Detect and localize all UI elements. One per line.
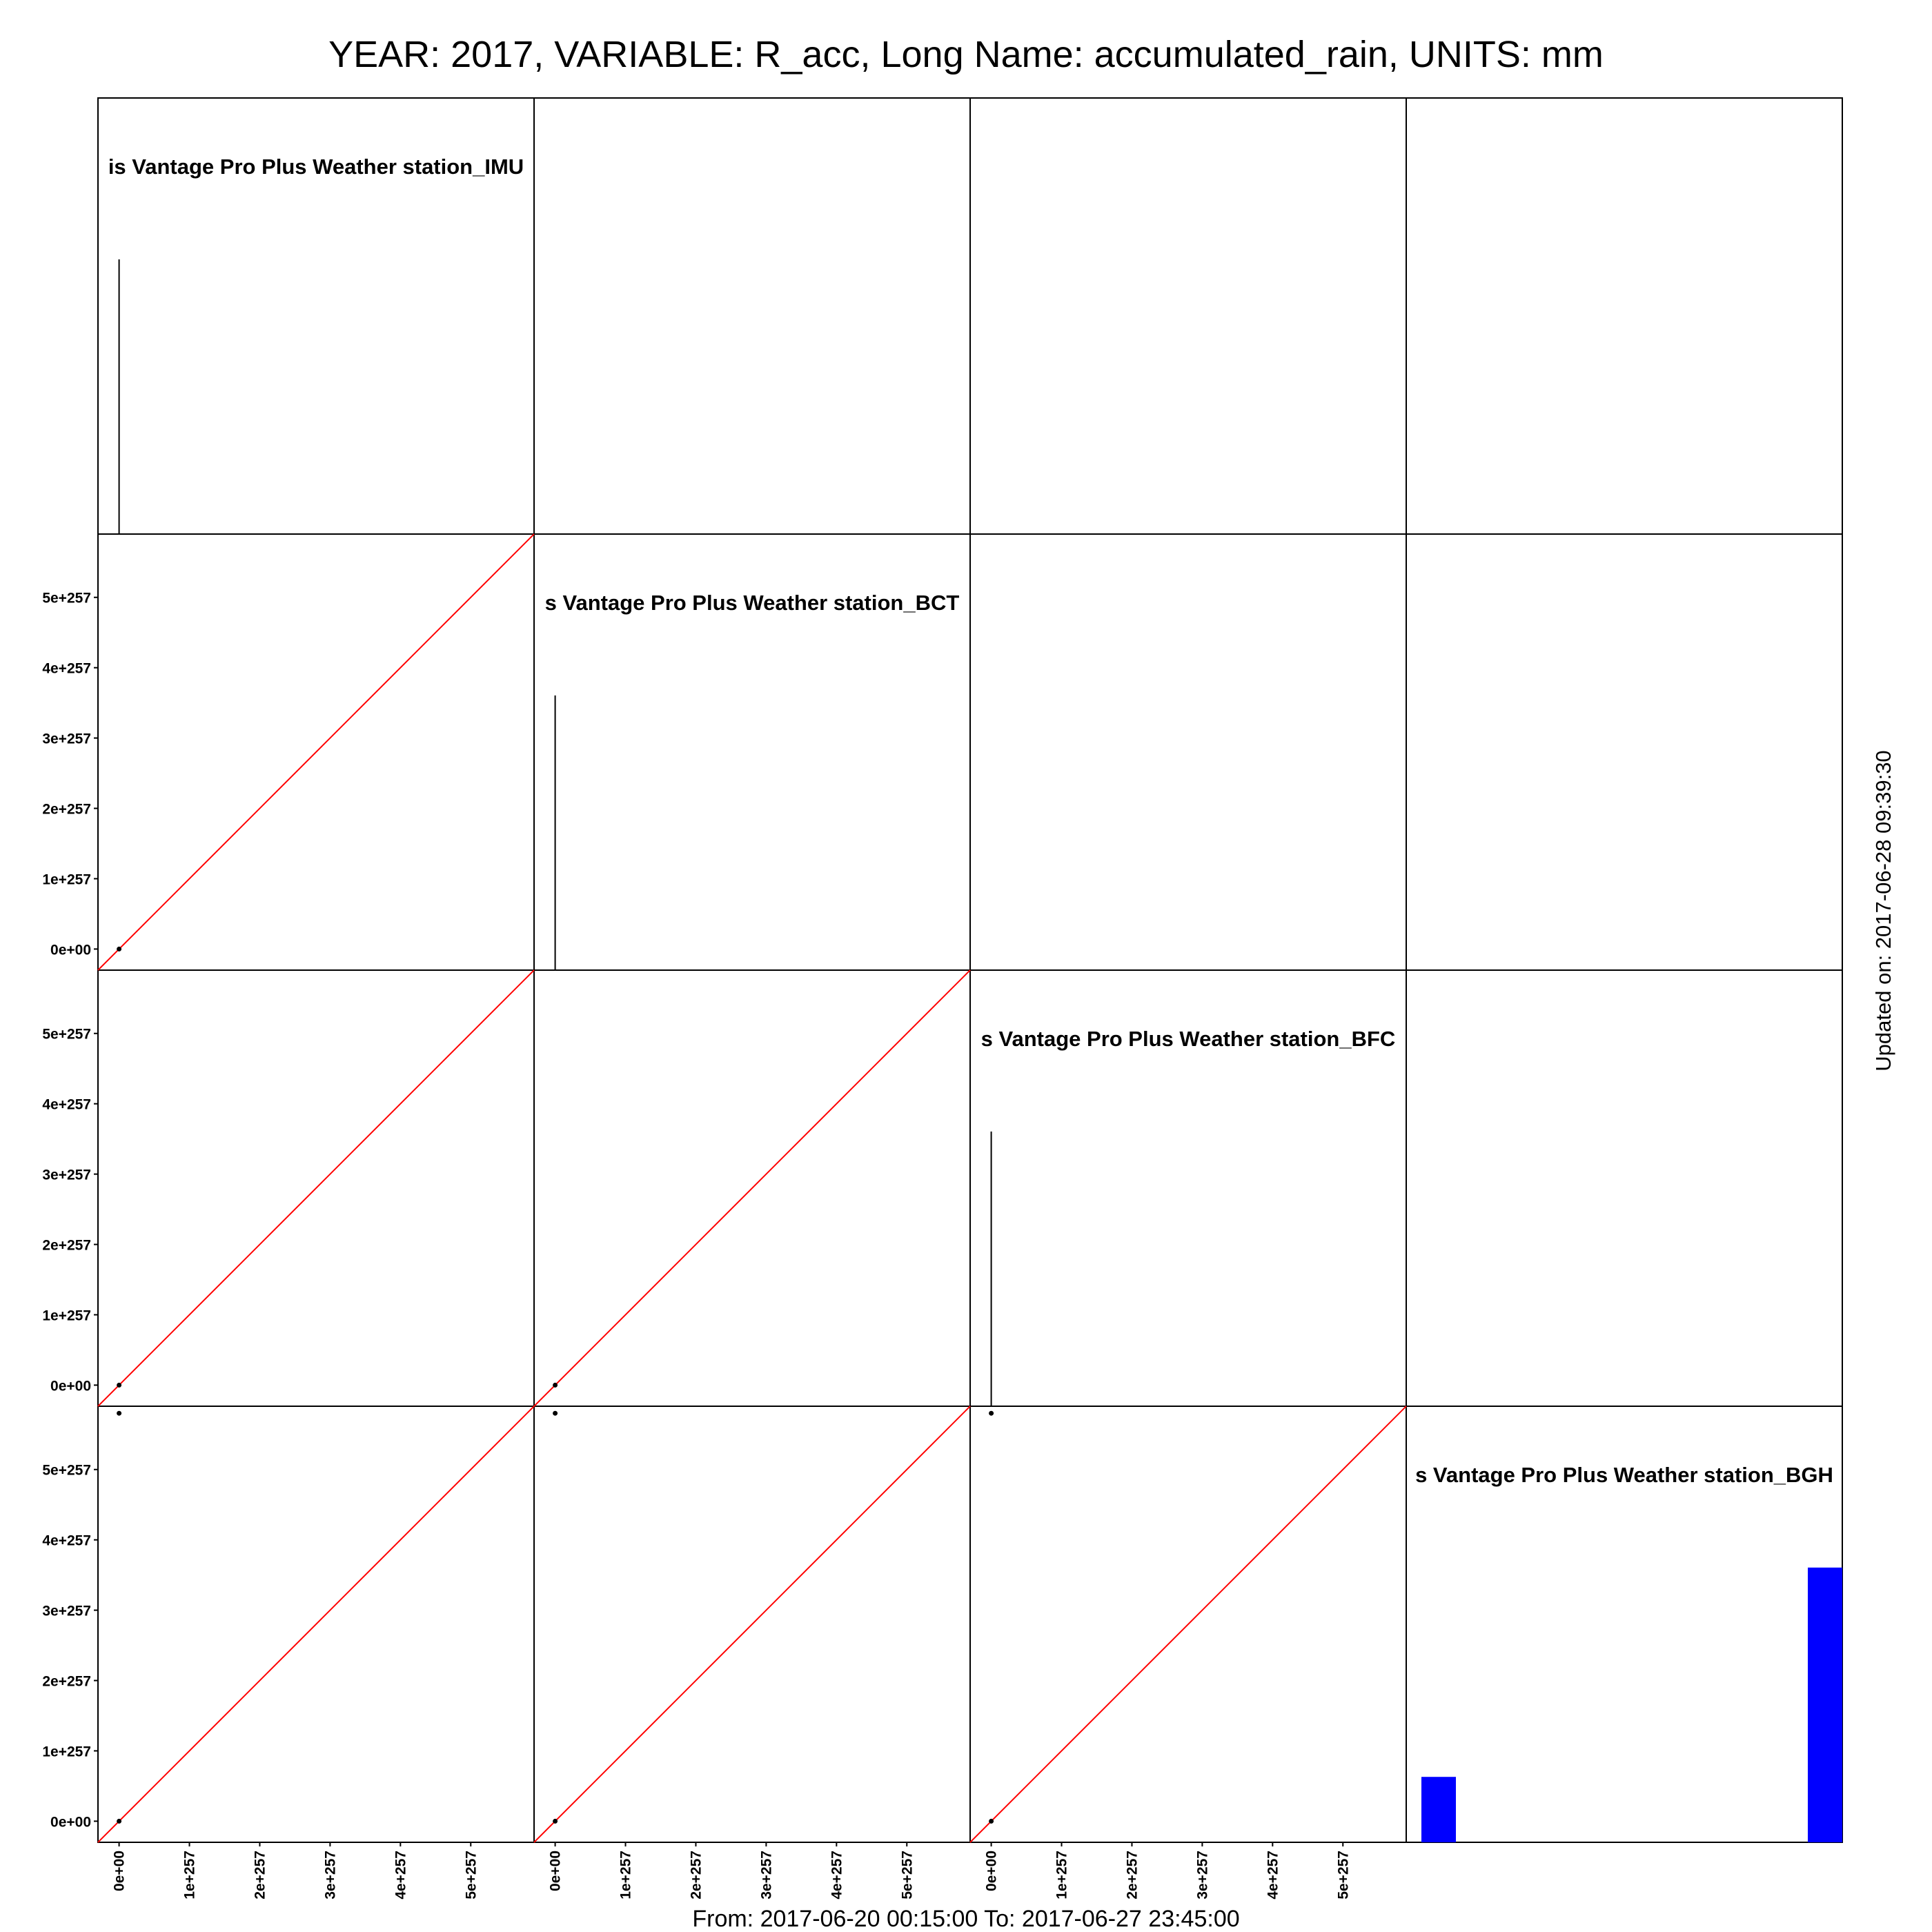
x-tick-label: 5e+257 (899, 1851, 915, 1900)
diagonal-reference-line (533, 969, 971, 1407)
station-name: s Vantage Pro Plus Weather station_BCT (545, 591, 960, 615)
panel-frame (1406, 97, 1843, 535)
x-tick-label: 1e+257 (182, 1851, 198, 1900)
x-tick-label: 3e+257 (1194, 1851, 1210, 1900)
y-tick-label: 0e+00 (50, 1378, 91, 1394)
x-tick-label: 4e+257 (393, 1851, 408, 1900)
scatter-point (989, 1410, 994, 1416)
scatter-point (553, 1818, 558, 1824)
x-tick-label: 5e+257 (1335, 1851, 1351, 1900)
x-tick-label: 4e+257 (829, 1851, 845, 1900)
station-name: is Vantage Pro Plus Weather station_IMU (108, 155, 524, 179)
x-tick-label: 2e+257 (688, 1851, 704, 1900)
histogram-bar (1421, 1777, 1456, 1842)
panel-frame (1406, 533, 1843, 971)
diagonal-reference-line (97, 969, 535, 1407)
y-tick-label: 2e+257 (42, 1238, 91, 1254)
y-tick-label: 3e+257 (42, 1167, 91, 1183)
y-tick-label: 0e+00 (50, 1814, 91, 1830)
scatter-matrix: is Vantage Pro Plus Weather station_IMUs… (42, 97, 1843, 1900)
y-tick-label: 5e+257 (42, 1027, 91, 1043)
panel-frame (533, 97, 971, 535)
x-tick-label: 2e+257 (252, 1851, 268, 1900)
x-tick-label: 0e+00 (984, 1851, 1000, 1891)
panel-frame (1406, 969, 1843, 1407)
date-range-footer: From: 2017-06-20 00:15:00 To: 2017-06-27… (692, 1906, 1239, 1932)
y-tick-label: 4e+257 (42, 1097, 91, 1113)
updated-label: Updated on: 2017-06-28 09:39:30 (1871, 750, 1895, 1071)
x-tick-label: 3e+257 (758, 1851, 774, 1900)
y-tick-label: 5e+257 (42, 591, 91, 607)
x-tick-label: 0e+00 (548, 1851, 564, 1891)
panel-frame (969, 97, 1407, 535)
x-tick-label: 2e+257 (1124, 1851, 1140, 1900)
y-tick-label: 4e+257 (42, 1533, 91, 1549)
y-tick-label: 2e+257 (42, 1674, 91, 1690)
x-tick-label: 1e+257 (1054, 1851, 1070, 1900)
scatter-point (117, 946, 122, 952)
x-tick-label: 4e+257 (1265, 1851, 1281, 1900)
y-tick-label: 5e+257 (42, 1463, 91, 1479)
x-tick-label: 5e+257 (463, 1851, 479, 1900)
scatter-point (989, 1818, 994, 1824)
scatter-point (553, 1382, 558, 1388)
diagonal-reference-line (97, 1406, 535, 1843)
y-tick-label: 3e+257 (42, 731, 91, 747)
y-tick-label: 2e+257 (42, 802, 91, 818)
y-tick-label: 1e+257 (42, 1744, 91, 1759)
scatter-point (117, 1818, 122, 1824)
x-tick-label: 3e+257 (322, 1851, 338, 1900)
x-tick-label: 1e+257 (618, 1851, 634, 1900)
y-tick-label: 0e+00 (50, 942, 91, 958)
y-tick-label: 1e+257 (42, 871, 91, 887)
panel-frame (969, 533, 1407, 971)
scatter-point (117, 1410, 122, 1416)
diagonal-reference-line (533, 1406, 971, 1843)
y-tick-label: 4e+257 (42, 661, 91, 677)
station-name: s Vantage Pro Plus Weather station_BFC (981, 1027, 1396, 1051)
station-name: s Vantage Pro Plus Weather station_BGH (1415, 1463, 1833, 1487)
diagonal-reference-line (969, 1406, 1407, 1843)
chart-title: YEAR: 2017, VARIABLE: R_acc, Long Name: … (328, 34, 1604, 75)
y-tick-label: 3e+257 (42, 1604, 91, 1619)
y-tick-label: 1e+257 (42, 1308, 91, 1323)
scatter-point (117, 1382, 122, 1388)
scatter-point (553, 1410, 558, 1416)
x-tick-label: 0e+00 (112, 1851, 128, 1891)
histogram-bar (1808, 1567, 1842, 1842)
diagonal-reference-line (97, 533, 535, 971)
